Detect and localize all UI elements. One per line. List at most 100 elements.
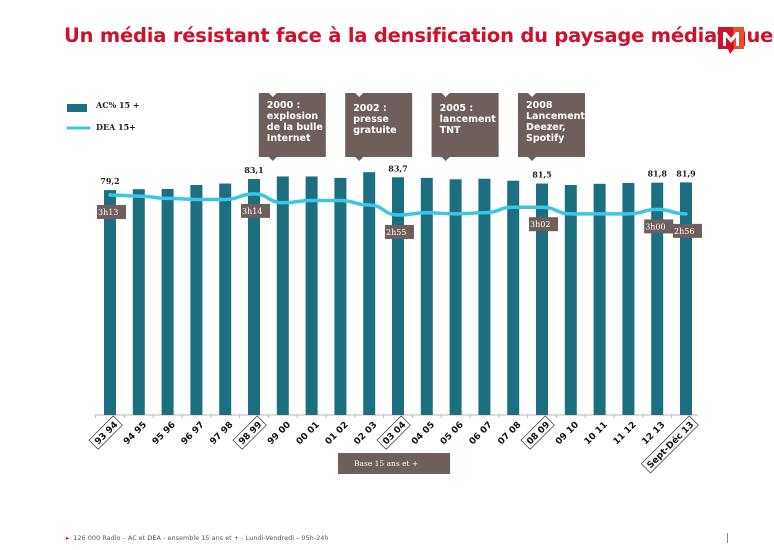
- bar-08-09: [536, 183, 548, 415]
- x-tick-label-group: 04 05: [410, 420, 437, 447]
- bar-09-10: [564, 184, 577, 415]
- x-tick-label: 96 97: [180, 420, 207, 447]
- bar-97-98: [219, 183, 232, 415]
- dea-value-label: 3h02: [530, 220, 550, 229]
- dea-label-box: [529, 217, 558, 232]
- dea-label-box: [644, 219, 674, 234]
- bar-02-03: [363, 172, 376, 415]
- x-tick-label: 97 98: [208, 420, 235, 447]
- legend-bar-swatch: [67, 104, 87, 112]
- bar-value-label: 83,1: [244, 165, 263, 175]
- x-tick-label-group: 94 95: [122, 420, 149, 447]
- x-tick-label-group: 98 99: [232, 415, 267, 450]
- x-tick-label: 04 05: [410, 420, 437, 447]
- x-tick-label: 08 09: [525, 420, 552, 447]
- base-note: Base 15 ans et +: [338, 453, 450, 474]
- event-callout-text: 2000 : explosion de la bulle Internet: [267, 100, 323, 144]
- x-tick-highlight-box: [520, 415, 555, 450]
- x-tick-label-group: 06 07: [468, 420, 495, 447]
- legend: AC% 15 + DEA 15+: [66, 100, 140, 132]
- bar-11-12: [622, 182, 635, 415]
- x-tick-highlight-box: [232, 415, 267, 450]
- event-callout-text: 2002 : presse gratuite: [353, 103, 396, 136]
- event-callout-text: 2008 Lancement Deezer, Spotify: [526, 100, 585, 144]
- x-tick-label-group: 93 94: [88, 415, 123, 450]
- dea-value-label: 3h14: [242, 207, 262, 216]
- x-tick-label: 95 96: [151, 420, 178, 447]
- event-callout: [345, 93, 413, 161]
- dea-value-label: 3h13: [98, 208, 118, 217]
- x-tick-highlight-box: [376, 415, 411, 450]
- event-callout: [258, 93, 326, 161]
- x-tick-label: 12 13: [640, 420, 667, 447]
- x-tick-label: 02 03: [352, 420, 379, 447]
- dea-label-box: [673, 223, 702, 238]
- dea-value-label: 2h56: [674, 227, 694, 236]
- legend-bar-label: AC% 15 +: [95, 100, 140, 110]
- bar-10-11: [593, 183, 606, 415]
- x-tick-label: 93 94: [93, 420, 120, 447]
- x-tick-label-group: 12 13: [640, 420, 667, 447]
- bar-06-07: [478, 178, 491, 415]
- dea-value-label: 3h00: [645, 222, 665, 231]
- bar-Sept-Déc-13: [680, 182, 692, 415]
- bar-99-00: [276, 176, 289, 415]
- x-tick-label: 00 01: [295, 420, 322, 447]
- x-tick-label: 10 11: [583, 420, 610, 447]
- x-tick-label-group: 99 00: [266, 420, 293, 447]
- bar-98-99: [248, 178, 260, 415]
- bar-value-label: 81,8: [647, 169, 667, 179]
- x-tick-label: 06 07: [468, 420, 495, 447]
- page-title: Un média résistant face à la densificati…: [64, 24, 774, 47]
- dea-value-label: 2h55: [386, 228, 406, 237]
- bar-94-95: [132, 189, 145, 415]
- bar-00-01: [305, 176, 318, 415]
- x-tick-highlight-box: [640, 415, 699, 474]
- bar-04-05: [420, 177, 433, 415]
- bar-01-02: [334, 177, 347, 415]
- x-tick-label: 99 00: [266, 420, 293, 447]
- x-tick-label-group: 07 08: [496, 420, 523, 447]
- x-tick-label: 11 12: [612, 420, 639, 447]
- event-callout-text: 2005 : lancement TNT: [440, 103, 497, 136]
- x-tick-label-group: 01 02: [324, 420, 351, 447]
- bar-96-97: [190, 184, 203, 415]
- legend-line-label: DEA 15+: [96, 122, 136, 132]
- bar-value-label: 79,2: [100, 176, 119, 186]
- x-tick-label: 09 10: [554, 420, 581, 447]
- x-tick-label: 94 95: [122, 420, 149, 447]
- x-tick-label-group: 10 11: [583, 420, 610, 447]
- x-tick-highlight-box: [88, 415, 123, 450]
- x-tick-label-group: 05 06: [439, 420, 466, 447]
- x-tick-label-group: 08 09: [520, 415, 555, 450]
- dea-label-box: [241, 203, 270, 218]
- x-tick-label-group: 00 01: [295, 420, 322, 447]
- event-callout: [518, 93, 585, 161]
- event-callout: [431, 93, 499, 161]
- x-tick-label: 01 02: [324, 420, 351, 447]
- x-tick-label: 98 99: [237, 420, 264, 447]
- dea-label-box: [97, 205, 126, 219]
- bar-12-13: [651, 182, 664, 415]
- footer-source: ▸ 126 000 Radio – AC et DEA - ensemble 15…: [66, 534, 329, 542]
- bar-93-94: [104, 190, 116, 415]
- x-tick-label: 05 06: [439, 420, 466, 447]
- x-tick-label-group: 02 03: [352, 420, 379, 447]
- x-tick-label-group: 09 10: [554, 420, 581, 447]
- bullet-arrow-icon: ▸: [66, 534, 70, 542]
- bar-value-label: 81,5: [532, 170, 551, 180]
- dea-label-box: [385, 224, 414, 239]
- x-tick-label: 03 04: [381, 420, 408, 447]
- x-tick-label: 07 08: [496, 420, 523, 447]
- x-tick-label-group: 95 96: [151, 420, 178, 447]
- x-tick-label-group: 11 12: [612, 420, 639, 447]
- bar-value-label: 83,7: [388, 163, 407, 173]
- footer-text: 126 000 Radio – AC et DEA - ensemble 15 …: [73, 534, 329, 542]
- x-tick-label-group: 96 97: [180, 420, 207, 447]
- x-tick-label-group: 03 04: [376, 415, 411, 450]
- bar-05-06: [449, 179, 462, 415]
- bar-07-08: [507, 180, 520, 415]
- footer-divider: [727, 533, 728, 543]
- x-tick-label-group: 97 98: [208, 420, 235, 447]
